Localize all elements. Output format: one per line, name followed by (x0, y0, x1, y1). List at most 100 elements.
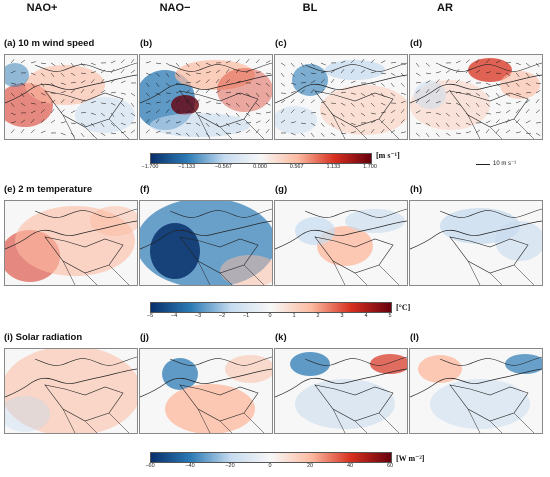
wind-vector (455, 132, 461, 134)
wind-vector (130, 58, 135, 64)
wind-vector (255, 92, 260, 97)
wind-vector (20, 119, 26, 124)
wind-vector (290, 132, 296, 136)
wind-vector (370, 71, 376, 74)
wind-vector (505, 109, 511, 114)
wind-vector (10, 82, 16, 85)
wind-vector (205, 89, 210, 94)
colorbar-tick-label: 1.133 (326, 164, 341, 170)
coastline (275, 74, 407, 104)
wind-vector (475, 58, 480, 64)
wind-vector (90, 71, 96, 74)
wind-vector (300, 72, 306, 76)
wind-vector (350, 59, 355, 64)
country-border (332, 260, 400, 285)
coastline-europe (169, 62, 272, 72)
wind-vector (110, 60, 116, 64)
wind-vector (245, 58, 250, 64)
wind-vector (435, 71, 441, 74)
wind-vector (215, 69, 221, 74)
wind-vector (400, 82, 405, 87)
wind-vector (70, 62, 75, 68)
wind-vector (145, 129, 150, 134)
wind-vector (185, 122, 191, 125)
wind-vector (120, 102, 125, 107)
wind-vector (320, 122, 325, 127)
panel-label-c: (c) (275, 38, 287, 49)
wind-vector (40, 101, 46, 104)
colorbar-tick-label: 4 (364, 313, 368, 319)
map-panel-solar-nao-plus (4, 348, 138, 434)
wind-vector (90, 79, 95, 84)
wind-vector (340, 112, 345, 118)
wind-vector (515, 131, 521, 134)
wind-vector (495, 60, 501, 64)
wind-vector (390, 118, 395, 124)
panel-label-h: (h) (410, 184, 423, 195)
colorbar-tick-label: 3 (340, 313, 344, 319)
anomaly-field (292, 64, 328, 96)
wind-vector (70, 110, 76, 114)
wind-vector (50, 82, 56, 87)
wind-vector (145, 119, 150, 124)
wind-vector (360, 102, 365, 108)
wind-vector (225, 122, 230, 127)
wind-vector (380, 72, 386, 75)
wind-vector (445, 132, 451, 136)
coastline (5, 220, 137, 250)
wind-vector (535, 98, 540, 104)
wind-vector (465, 92, 471, 95)
wind-vector (290, 109, 295, 114)
wind-vector (100, 132, 106, 136)
wind-vector (175, 109, 180, 114)
wind-vector (255, 71, 261, 74)
wind-vector (155, 72, 160, 77)
wind-vector (380, 102, 386, 106)
colorbar-tick-label: 40 (346, 463, 354, 469)
wind-vector (70, 122, 76, 125)
wind-vector (235, 92, 241, 95)
wind-vector (100, 69, 106, 74)
wind-vector (415, 98, 420, 104)
wind-vector (350, 102, 355, 107)
wind-vector (225, 132, 231, 134)
wind-vector (495, 129, 500, 134)
wind-vector (110, 102, 116, 106)
wind-vector (30, 82, 35, 87)
wind-vector (505, 129, 511, 134)
anomaly-field (217, 68, 272, 112)
wind-vector (525, 108, 530, 114)
wind-vector (20, 102, 26, 107)
wind-vector (435, 62, 441, 66)
wind-vector (265, 111, 271, 114)
coastline (275, 368, 407, 398)
wind-vector (90, 101, 96, 104)
wind-vector (10, 121, 16, 124)
wind-vector (415, 89, 420, 94)
colorbar-solar: −60 −40 −20 0 20 40 60 (145, 452, 393, 472)
wind-vector (185, 82, 191, 84)
wind-vector (205, 71, 211, 74)
panel-label-l: (l) (410, 332, 419, 343)
wind-vector (205, 79, 210, 84)
wind-vector (30, 61, 36, 64)
coastline (140, 368, 272, 398)
anomaly-field (430, 379, 530, 429)
wind-vector (30, 110, 36, 114)
wind-vector (40, 130, 46, 134)
wind-vector (20, 128, 25, 134)
anomaly-field (175, 60, 255, 90)
wind-vector (300, 62, 305, 68)
wind-vector (310, 80, 316, 84)
wind-vector (100, 122, 105, 128)
wind-vector (290, 121, 296, 124)
coastline-europe (34, 208, 137, 218)
colorbar-wind: −1.700 −1.133 −0.567 0.000 0.567 1.133 1.700 (142, 153, 377, 173)
wind-vector (265, 102, 271, 106)
wind-vector (60, 132, 66, 136)
anomaly-field (5, 63, 29, 87)
wind-vector (185, 110, 191, 114)
wind-vector (40, 62, 46, 65)
wind-vector (245, 92, 251, 97)
wind-vector (30, 129, 35, 134)
